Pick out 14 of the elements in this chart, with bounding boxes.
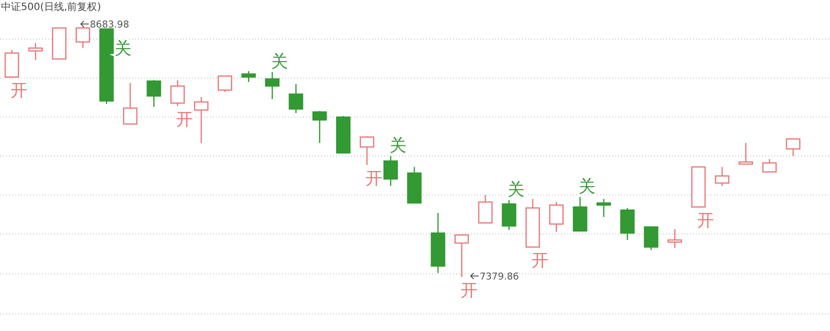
text: 开 bbox=[531, 251, 548, 272]
text: 开 bbox=[366, 169, 383, 190]
text: 关 bbox=[508, 180, 525, 200]
text: 开 bbox=[697, 211, 714, 232]
text: 开 bbox=[10, 81, 28, 102]
text: 开 bbox=[176, 110, 194, 130]
annotation: 8683.98 bbox=[90, 20, 130, 30]
annotation: 7379.86 bbox=[480, 272, 519, 282]
text: 关 bbox=[578, 177, 596, 198]
chart-title: 中证500(日线,前复权) bbox=[1, 1, 102, 13]
text: 开 bbox=[460, 281, 478, 301]
text: 关 bbox=[114, 38, 132, 59]
text: 关 bbox=[389, 136, 406, 156]
text: 关 bbox=[270, 52, 288, 72]
